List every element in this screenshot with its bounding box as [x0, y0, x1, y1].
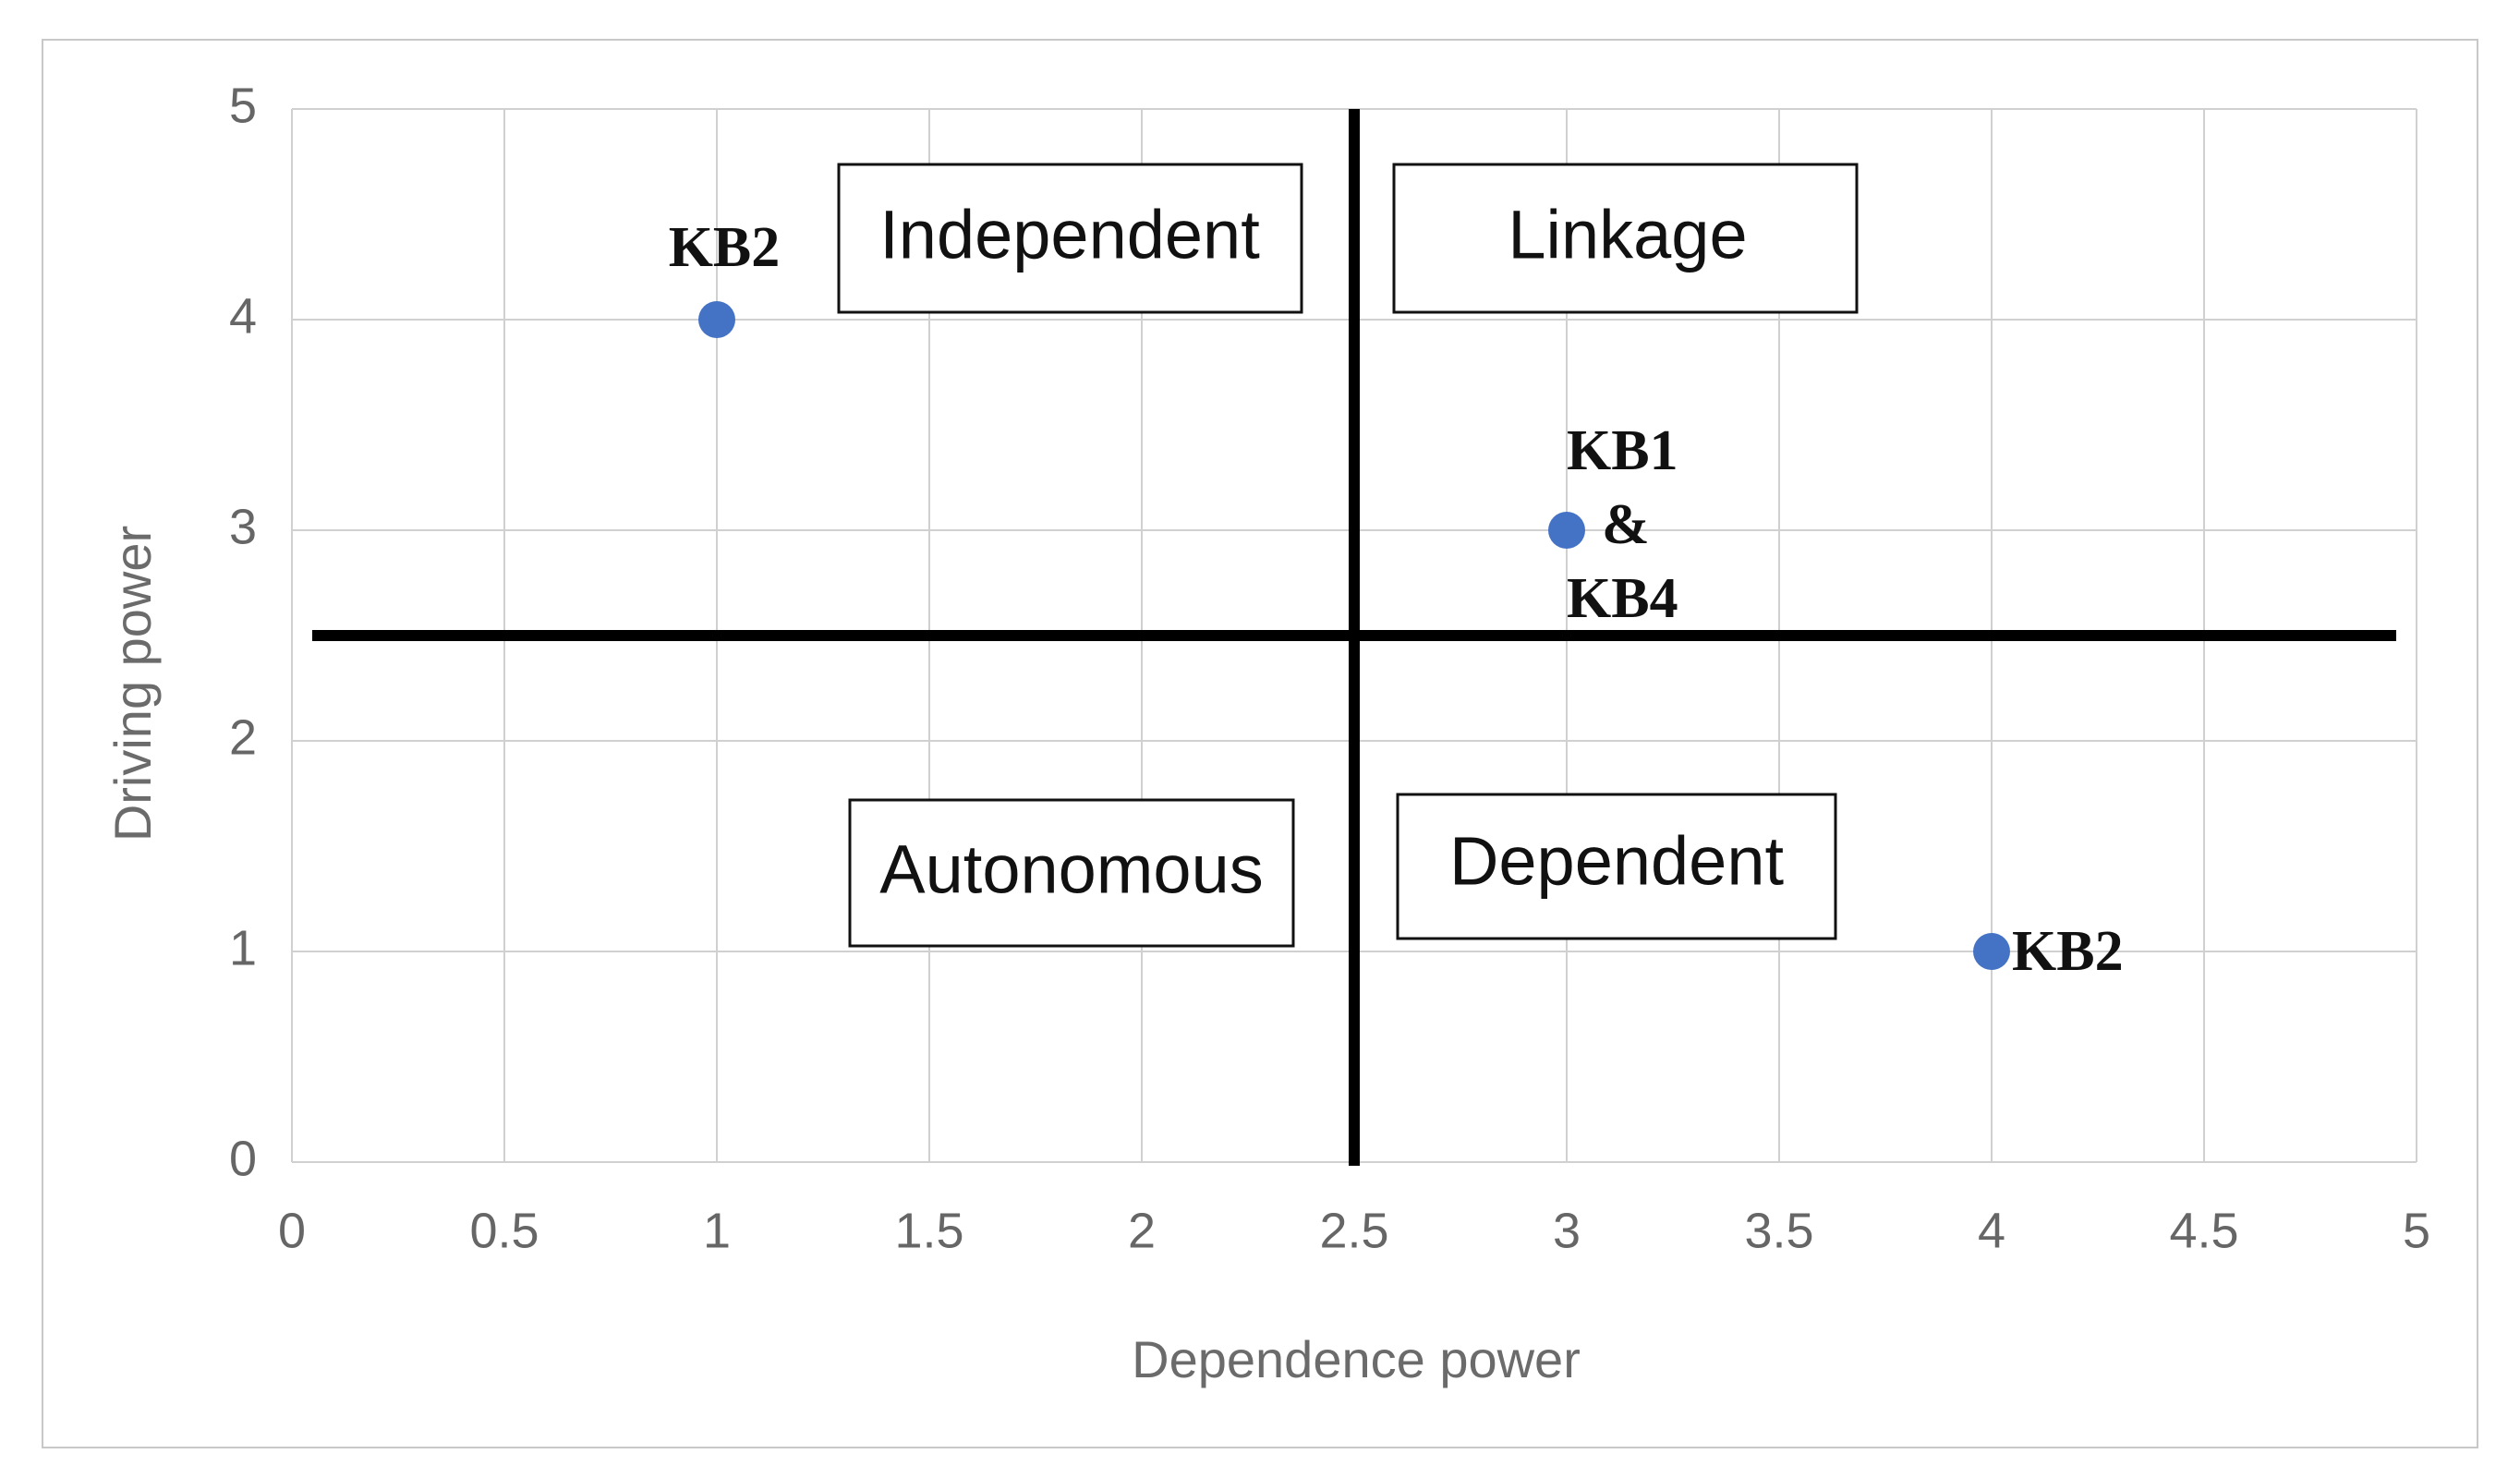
point-labels: KB2 KB1 & KB4 KB2	[669, 216, 2124, 983]
point-label: KB1	[1567, 419, 1678, 482]
point-label: &	[1602, 493, 1650, 556]
point-label: KB2	[669, 216, 781, 279]
y-tick-label: 0	[229, 1131, 257, 1186]
x-tick-label: 1.5	[894, 1203, 963, 1258]
y-tick-label: 4	[229, 288, 257, 344]
x-tick-label: 2.5	[1319, 1203, 1388, 1258]
x-tick-label: 3.5	[1744, 1203, 1813, 1258]
tick-labels: 0 0.5 1 1.5 2 2.5 3 3.5 4 4.5 5 0 1 2 3 4 5	[229, 78, 2430, 1258]
point-label: KB2	[2012, 920, 2124, 983]
quadrant-box-independent	[837, 163, 1303, 314]
y-tick-label: 2	[229, 709, 257, 765]
quadrant-label-dependent: Dependent	[1449, 823, 1785, 900]
quadrant-box-dependent	[1396, 793, 1837, 940]
quadrant-label-linkage: Linkage	[1508, 197, 1747, 273]
x-tick-label: 5	[2403, 1203, 2430, 1258]
quadrant-box-linkage	[1392, 163, 1859, 314]
y-tick-label: 3	[229, 499, 257, 554]
quadrant-label-independent: Independent	[879, 197, 1260, 273]
x-tick-label: 4	[1978, 1203, 2005, 1258]
quadrant-label-autonomous: Autonomous	[879, 831, 1264, 908]
x-axis-title: Dependence power	[1132, 1330, 1581, 1388]
data-point	[698, 301, 735, 338]
x-tick-label: 3	[1553, 1203, 1581, 1258]
y-tick-label: 5	[229, 78, 257, 133]
x-tick-label: 0	[278, 1203, 306, 1258]
x-tick-label: 2	[1128, 1203, 1156, 1258]
quadrant-box-autonomous	[848, 798, 1295, 948]
quadrant-dividers	[312, 109, 2396, 1166]
y-axis-title: Driving power	[103, 526, 162, 842]
x-tick-label: 1	[703, 1203, 731, 1258]
x-tick-label: 0.5	[469, 1203, 539, 1258]
data-points	[698, 301, 2010, 970]
y-tick-label: 1	[229, 920, 257, 975]
point-label: KB4	[1567, 567, 1678, 630]
x-tick-label: 4.5	[2169, 1203, 2238, 1258]
data-point	[1548, 512, 1585, 549]
quadrant-labels: Independent Linkage Autonomous Dependent	[837, 163, 1859, 948]
data-point	[1973, 933, 2010, 970]
